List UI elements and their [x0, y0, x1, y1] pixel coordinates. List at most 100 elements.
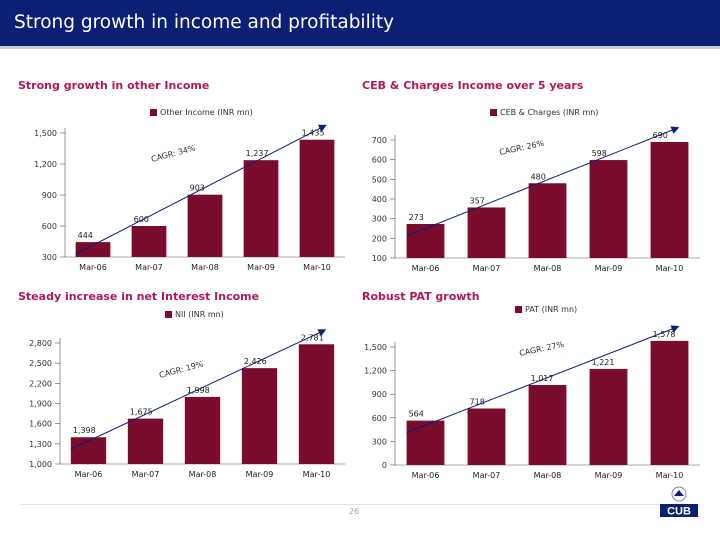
- bar-mar-09: [589, 368, 628, 465]
- y-tick-label: 1,600: [29, 420, 52, 429]
- bar-value-label: 1,435: [302, 129, 325, 138]
- x-tick-label: Mar-08: [189, 470, 217, 479]
- y-tick-label: 1,900: [29, 400, 52, 409]
- legend-swatch: [490, 109, 497, 116]
- bar-mar-08: [528, 183, 567, 258]
- x-tick-label: Mar-09: [246, 470, 274, 479]
- x-tick-label: Mar-10: [303, 470, 331, 479]
- cub-logo-icon: CUB: [660, 486, 698, 518]
- x-tick-label: Mar-06: [412, 264, 440, 273]
- y-tick-label: 500: [372, 175, 387, 184]
- x-tick-label: Mar-06: [75, 470, 103, 479]
- legend-label: CEB & Charges (INR mn): [500, 108, 598, 117]
- chart-title-other-income: Strong growth in other Income: [18, 79, 210, 92]
- x-tick-label: Mar-10: [656, 471, 684, 480]
- y-tick-label: 100: [372, 254, 387, 263]
- x-tick-label: Mar-07: [473, 471, 501, 480]
- y-tick-label: 300: [372, 215, 387, 224]
- y-tick-label: 1,500: [34, 129, 57, 138]
- y-tick-label: 300: [372, 437, 387, 446]
- legend-swatch: [515, 306, 522, 313]
- legend-swatch: [165, 311, 172, 318]
- y-tick-label: 1,500: [364, 343, 387, 352]
- bar-value-label: 357: [470, 196, 485, 205]
- x-tick-label: Mar-07: [473, 264, 501, 273]
- x-tick-label: Mar-10: [656, 264, 684, 273]
- bar-value-label: 1,237: [246, 149, 269, 158]
- x-tick-label: Mar-06: [79, 263, 107, 272]
- header-divider: [0, 46, 720, 49]
- bar-value-label: 2,781: [301, 333, 324, 342]
- footer-divider: [20, 504, 700, 505]
- bar-mar-06: [70, 437, 107, 464]
- slide-title: Strong growth in income and profitabilit…: [14, 12, 395, 33]
- bar-value-label: 1,675: [130, 408, 153, 417]
- bar-mar-06: [406, 420, 445, 465]
- bar-mar-07: [131, 226, 167, 257]
- bar-value-label: 2,426: [244, 357, 267, 366]
- y-tick-label: 600: [372, 156, 387, 165]
- cagr-trend-arrow: [75, 124, 327, 255]
- bar-value-label: 1,017: [531, 374, 554, 383]
- x-tick-label: Mar-07: [132, 470, 160, 479]
- x-tick-label: Mar-10: [303, 263, 331, 272]
- y-tick-label: 2,800: [29, 339, 52, 348]
- chart-title-nii: Steady increase in net Interest Income: [18, 290, 260, 303]
- bar-value-label: 903: [190, 184, 205, 193]
- y-tick-label: 1,000: [29, 460, 52, 469]
- bar-mar-09: [589, 160, 628, 258]
- y-tick-label: 600: [372, 414, 387, 423]
- bar-value-label: 273: [409, 213, 424, 222]
- svg-text:CUB: CUB: [667, 506, 691, 518]
- bar-value-label: 718: [470, 398, 485, 407]
- bar-mar-07: [127, 418, 164, 464]
- y-tick-label: 200: [372, 234, 387, 243]
- chart-other-income: Other Income (INR mn) 300 600 900 1,200 1,500…: [34, 108, 345, 272]
- bar-mar-10: [650, 141, 689, 258]
- bar-mar-10: [299, 139, 335, 257]
- bar-mar-10: [650, 340, 689, 465]
- bar-mar-06: [406, 223, 445, 258]
- y-tick-label: 1,300: [29, 440, 52, 449]
- cagr-trend-arrow: [406, 126, 680, 237]
- cagr-label: CAGR: 27%: [519, 340, 566, 358]
- cagr-label: CAGR: 26%: [499, 139, 546, 157]
- y-tick-label: 600: [42, 222, 57, 231]
- bar-value-label: 1,998: [187, 386, 210, 395]
- cagr-trend-arrow: [406, 325, 680, 434]
- bar-value-label: 1,578: [653, 330, 676, 339]
- x-tick-label: Mar-09: [595, 264, 623, 273]
- bar-value-label: 600: [134, 215, 149, 224]
- bar-mar-07: [467, 207, 506, 258]
- bar-mar-08: [187, 194, 223, 257]
- y-tick-label: 2,500: [29, 359, 52, 368]
- bar-mar-10: [298, 344, 335, 464]
- bar-value-label: 1,398: [73, 426, 96, 435]
- chart-nii: NII (INR mn) 1,000 1,300 1,600 1,900 2,200 2,5…: [29, 310, 345, 479]
- bar-mar-09: [241, 368, 278, 464]
- bar-mar-09: [243, 160, 279, 257]
- x-tick-label: Mar-07: [135, 263, 163, 272]
- x-tick-label: Mar-08: [534, 264, 562, 273]
- bar-mar-08: [528, 384, 567, 465]
- legend-label: NII (INR mn): [175, 310, 224, 319]
- x-tick-label: Mar-06: [412, 471, 440, 480]
- legend-label: PAT (INR mn): [525, 305, 577, 314]
- y-tick-label: 1,200: [364, 367, 387, 376]
- bar-value-label: 564: [409, 410, 424, 419]
- bar-value-label: 480: [531, 172, 546, 181]
- page-number: 26: [349, 507, 360, 516]
- y-tick-label: 900: [42, 191, 57, 200]
- bar-mar-07: [467, 408, 506, 465]
- x-tick-label: Mar-08: [534, 471, 562, 480]
- legend-swatch: [150, 109, 157, 116]
- y-tick-label: 1,200: [34, 160, 57, 169]
- x-tick-label: Mar-08: [191, 263, 219, 272]
- y-tick-label: 0: [382, 461, 387, 470]
- legend-label: Other Income (INR mn): [160, 108, 253, 117]
- bar-value-label: 690: [653, 131, 668, 140]
- bar-mar-06: [75, 242, 111, 257]
- chart-title-ceb-charges: CEB & Charges Income over 5 years: [362, 79, 584, 92]
- cagr-label: CAGR: 34%: [150, 143, 197, 164]
- bar-mar-08: [184, 396, 221, 464]
